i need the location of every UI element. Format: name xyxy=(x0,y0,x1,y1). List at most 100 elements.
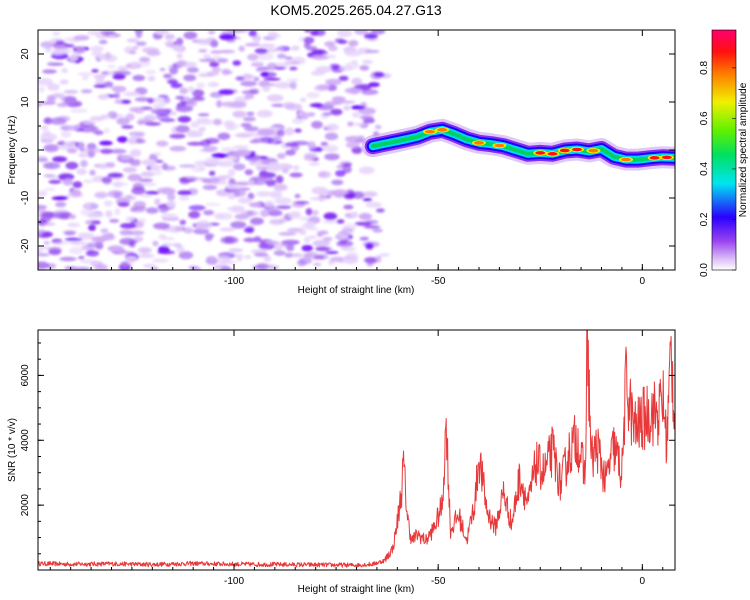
noise-blob xyxy=(208,30,216,35)
noise-blob xyxy=(128,240,136,248)
noise-blob xyxy=(112,73,126,80)
noise-blob xyxy=(98,164,109,170)
noise-blob xyxy=(368,82,380,88)
noise-blob xyxy=(169,111,177,116)
noise-blob xyxy=(223,120,235,128)
noise-blob xyxy=(274,197,292,205)
noise-blob xyxy=(322,237,333,241)
noise-blob xyxy=(324,101,343,106)
noise-blob xyxy=(178,251,194,260)
noise-blob xyxy=(80,89,93,94)
noise-blob xyxy=(220,236,239,244)
noise-blob xyxy=(64,237,83,242)
noise-blob xyxy=(305,45,318,51)
noise-blob xyxy=(109,85,127,90)
noise-blob xyxy=(161,243,174,247)
snr-series-line xyxy=(38,330,675,568)
noise-blob xyxy=(372,228,383,233)
noise-blob xyxy=(227,168,236,177)
noise-blob xyxy=(159,68,166,71)
noise-blob xyxy=(167,193,176,201)
noise-blob xyxy=(289,172,303,178)
noise-blob xyxy=(207,81,220,88)
noise-blob xyxy=(247,179,255,187)
colorbar-tick-label: 0.6 xyxy=(699,111,710,125)
noise-blob xyxy=(38,190,48,197)
noise-blob xyxy=(176,53,183,59)
noise-blob xyxy=(97,94,109,100)
noise-blob xyxy=(84,202,91,209)
noise-blob xyxy=(60,131,72,138)
noise-blob xyxy=(73,35,90,41)
noise-blob xyxy=(331,96,346,102)
noise-blob xyxy=(125,113,135,121)
noise-blob xyxy=(219,227,236,232)
noise-blob xyxy=(306,92,320,99)
noise-blob xyxy=(101,176,113,184)
noise-blob xyxy=(150,108,168,115)
noise-blob xyxy=(358,107,376,115)
noise-blob xyxy=(175,37,184,46)
noise-blob xyxy=(248,202,262,208)
noise-blob xyxy=(100,31,117,35)
noise-blob xyxy=(56,102,69,108)
noise-blob xyxy=(38,155,48,162)
noise-blob xyxy=(42,69,57,74)
noise-blob xyxy=(38,77,53,86)
noise-blob xyxy=(107,172,124,178)
noise-blob xyxy=(131,186,146,195)
noise-blob xyxy=(245,42,261,47)
noise-blob xyxy=(153,222,171,230)
noise-blob xyxy=(323,212,338,221)
noise-blob xyxy=(259,43,276,48)
noise-blob xyxy=(145,69,157,75)
noise-blob xyxy=(204,233,215,239)
noise-blob xyxy=(276,205,292,210)
noise-blob xyxy=(113,181,123,188)
noise-blob xyxy=(43,174,55,178)
noise-blob xyxy=(82,179,94,184)
noise-blob xyxy=(126,38,139,43)
noise-blob xyxy=(280,240,295,248)
noise-blob xyxy=(315,246,330,252)
noise-blob xyxy=(71,189,82,197)
noise-blob xyxy=(343,204,354,210)
noise-blob xyxy=(52,156,68,163)
noise-blob xyxy=(327,190,336,197)
noise-blob xyxy=(303,154,317,161)
noise-blob xyxy=(326,123,340,132)
noise-blob xyxy=(343,193,355,200)
noise-blob xyxy=(238,45,245,52)
noise-blob xyxy=(313,30,326,36)
noise-blob xyxy=(262,85,271,92)
noise-blob xyxy=(297,259,307,267)
noise-blob xyxy=(69,108,88,113)
noise-blob xyxy=(208,159,218,165)
noise-blob xyxy=(323,145,339,153)
noise-blob xyxy=(39,125,49,130)
noise-blob xyxy=(246,111,255,116)
noise-blob xyxy=(60,125,79,131)
signal-hotspot xyxy=(437,128,448,132)
signal-hotspot xyxy=(425,129,435,134)
noise-blob xyxy=(119,222,137,229)
noise-blob xyxy=(225,184,239,190)
snr-xtick-label: -50 xyxy=(431,576,446,587)
noise-blob xyxy=(211,177,227,181)
noise-blob xyxy=(278,232,297,236)
noise-blob xyxy=(116,117,130,126)
snr-ytick-label: 2000 xyxy=(20,494,31,517)
noise-blob xyxy=(164,40,174,48)
noise-blob xyxy=(47,62,64,66)
noise-blob xyxy=(346,251,359,260)
noise-blob xyxy=(110,148,127,154)
colorbar: 0.0 0.2 0.4 0.6 0.8 Normalized spectral ampl… xyxy=(699,29,749,277)
noise-blob xyxy=(197,119,215,125)
noise-blob xyxy=(271,103,286,107)
noise-blob xyxy=(154,198,161,206)
signal-hotspot xyxy=(474,141,484,145)
noise-blob xyxy=(228,248,244,253)
noise-blob xyxy=(157,250,176,255)
noise-blob xyxy=(313,255,325,260)
